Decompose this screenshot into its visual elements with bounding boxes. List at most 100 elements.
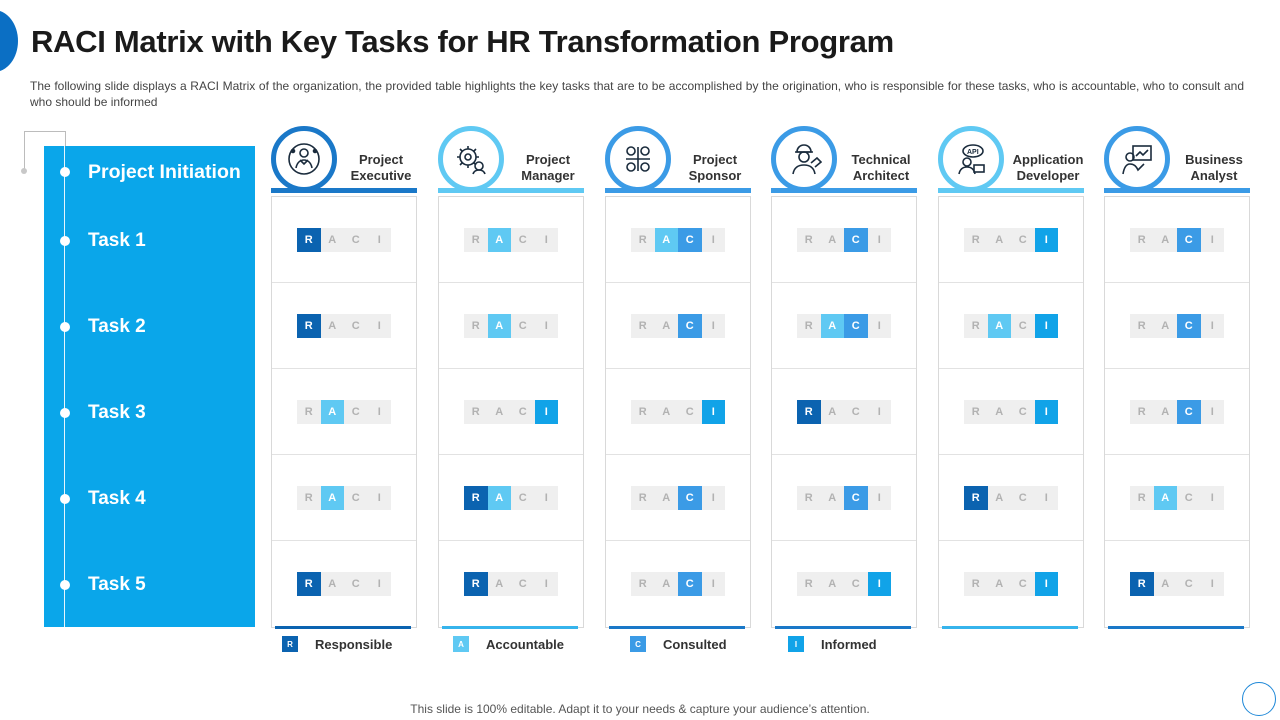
- role-column: Business Analyst R A C I R A C I R A C I R A C I R A C I: [1104, 126, 1250, 630]
- raci-letter-c: C: [678, 400, 702, 424]
- raci-letter-r: R: [1130, 486, 1154, 510]
- role-name-line: Project: [692, 152, 738, 167]
- legend-item-responsible: R Responsible: [282, 636, 392, 652]
- raci-letter-a: A: [987, 314, 1011, 338]
- sponsor-icon: [611, 132, 665, 186]
- raci-letter-c: C: [344, 486, 368, 510]
- role-badge: API: [938, 126, 1004, 192]
- role-column: Project Sponsor R A C I R A C I R A C I R A C I R A C I: [605, 126, 751, 630]
- task-label: Task 1: [88, 230, 146, 251]
- role-name: Project Executive: [345, 152, 417, 184]
- task-bullet: [60, 408, 70, 418]
- raci-letter-i: I: [534, 486, 558, 510]
- raci-letter-i: I: [534, 572, 558, 596]
- raci-letter-a: A: [320, 572, 344, 596]
- raci-letter-c: C: [1011, 572, 1035, 596]
- task-row: Task 5: [44, 570, 255, 600]
- raci-letter-i: I: [534, 400, 558, 424]
- role-header-bar: [271, 188, 417, 193]
- raci-letter-r: R: [631, 486, 655, 510]
- gear-person-icon: [444, 132, 498, 186]
- raci-letter-a: A: [1153, 572, 1177, 596]
- raci-letter-i: I: [367, 400, 391, 424]
- raci-letter-a: A: [320, 314, 344, 338]
- legend-item-informed: I Informed: [788, 636, 877, 652]
- raci-letter-a: A: [987, 486, 1011, 510]
- task-row: Task 4: [44, 484, 255, 514]
- task-bullet: [60, 494, 70, 504]
- developer-icon: API: [944, 132, 998, 186]
- raci-letter-i: I: [1200, 314, 1224, 338]
- raci-letter-r: R: [797, 572, 821, 596]
- raci-letter-r: R: [297, 486, 321, 510]
- role-name: Project Manager: [512, 152, 584, 184]
- role-name-line: Application: [1012, 152, 1084, 167]
- connector-line: [65, 131, 66, 147]
- raci-letter-r: R: [964, 486, 988, 510]
- role-column: Technical Architect R A C I R A C I R A C I R A C I R A C I: [771, 126, 917, 630]
- raci-letter-c: C: [1177, 228, 1201, 252]
- role-footer-bar: [609, 626, 745, 629]
- raci-letter-r: R: [464, 314, 488, 338]
- raci-letter-r: R: [797, 228, 821, 252]
- raci-letter-a: A: [1153, 314, 1177, 338]
- role-footer-bar: [942, 626, 1078, 629]
- raci-letter-c: C: [511, 314, 535, 338]
- raci-letter-c: C: [344, 400, 368, 424]
- svg-text:API: API: [967, 149, 979, 156]
- raci-letter-i: I: [1200, 572, 1224, 596]
- role-footer-bar: [442, 626, 578, 629]
- raci-letter-c: C: [344, 314, 368, 338]
- raci-letter-c: C: [344, 572, 368, 596]
- raci-letter-c: C: [678, 486, 702, 510]
- raci-letter-a: A: [487, 400, 511, 424]
- role-header-bar: [1104, 188, 1250, 193]
- raci-letter-c: C: [1011, 486, 1035, 510]
- role-column: Project Executive R A C I R A C I R A C I R A C I R A C I: [271, 126, 417, 630]
- raci-letter-i: I: [1034, 486, 1058, 510]
- raci-letter-c: C: [678, 314, 702, 338]
- raci-letter-a: A: [654, 400, 678, 424]
- corner-ring: [1242, 682, 1276, 716]
- raci-letter-r: R: [297, 572, 321, 596]
- task-row: Task 2: [44, 312, 255, 342]
- role-header-bar: [605, 188, 751, 193]
- raci-letter-i: I: [1034, 228, 1058, 252]
- role-name-line: Sponsor: [688, 168, 742, 183]
- role-footer-bar: [1108, 626, 1244, 629]
- task-row: Task 3: [44, 398, 255, 428]
- role-badge: [771, 126, 837, 192]
- raci-letter-a: A: [1153, 486, 1177, 510]
- legend-label: Informed: [821, 636, 877, 652]
- raci-letter-a: A: [987, 400, 1011, 424]
- raci-letter-i: I: [701, 314, 725, 338]
- task-bullet: [60, 236, 70, 246]
- raci-letter-r: R: [631, 228, 655, 252]
- connector-line: [24, 131, 25, 171]
- task-bullet: [60, 322, 70, 332]
- raci-letter-r: R: [964, 228, 988, 252]
- raci-letter-c: C: [344, 228, 368, 252]
- role-name: Business Analyst: [1178, 152, 1250, 184]
